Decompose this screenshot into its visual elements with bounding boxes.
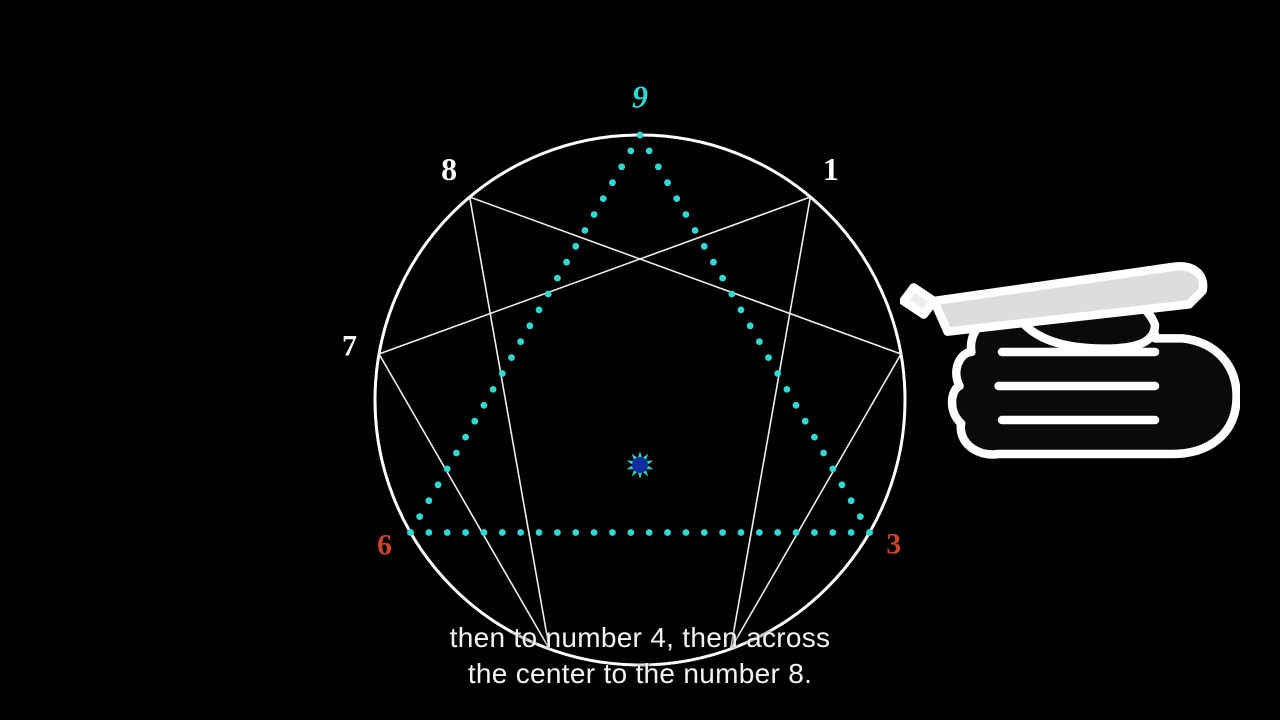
caption-line-1: then to number 4, then across <box>0 620 1280 656</box>
dotted-segment <box>407 132 643 536</box>
point-label-1: 1 <box>823 151 839 187</box>
point-label-8: 8 <box>441 151 457 187</box>
center-marker <box>627 451 654 479</box>
dotted-segment <box>637 132 873 536</box>
drawing-hand-icon <box>900 250 1240 488</box>
point-label-9: 9 <box>632 78 648 114</box>
caption: then to number 4, then across the center… <box>0 620 1280 692</box>
outer-circle <box>375 135 905 665</box>
point-label-6: 6 <box>377 528 392 561</box>
hand-group <box>903 266 1236 454</box>
stage: 9 8 1 7 6 3 then to number 4, then across the… <box>0 0 1280 720</box>
point-label-3: 3 <box>886 527 901 560</box>
point-label-7: 7 <box>342 330 357 363</box>
dotted-segment <box>407 529 873 536</box>
caption-line-2: the center to the number 8. <box>0 656 1280 692</box>
